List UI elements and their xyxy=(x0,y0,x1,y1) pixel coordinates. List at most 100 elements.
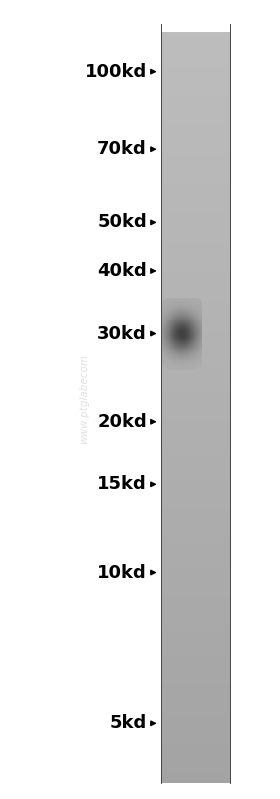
Bar xyxy=(179,334,180,335)
Bar xyxy=(183,367,184,368)
Bar xyxy=(167,364,168,365)
Bar xyxy=(192,335,193,336)
Bar xyxy=(178,331,179,332)
Bar xyxy=(168,334,169,335)
Bar xyxy=(167,319,168,320)
Bar xyxy=(180,352,181,353)
Bar xyxy=(199,317,200,319)
Bar xyxy=(181,342,182,343)
Bar xyxy=(161,487,230,488)
Bar xyxy=(172,321,173,322)
Bar xyxy=(185,322,186,323)
Bar xyxy=(163,352,164,353)
Bar xyxy=(182,354,183,355)
Bar xyxy=(175,331,176,332)
Bar xyxy=(176,366,177,367)
Bar xyxy=(161,77,230,79)
Bar xyxy=(166,339,167,340)
Bar xyxy=(177,362,178,364)
Bar xyxy=(161,502,230,503)
Bar xyxy=(197,336,198,337)
Bar xyxy=(163,348,164,349)
Bar xyxy=(166,366,167,367)
Bar xyxy=(188,335,189,336)
Bar xyxy=(178,336,179,337)
Bar xyxy=(186,352,187,353)
Bar xyxy=(163,316,164,317)
Bar xyxy=(193,304,194,306)
Bar xyxy=(178,313,179,314)
Bar xyxy=(190,306,191,307)
Bar xyxy=(195,313,196,314)
Bar xyxy=(175,314,176,315)
Bar xyxy=(180,334,181,335)
Bar xyxy=(193,320,194,321)
Bar xyxy=(192,340,193,341)
Bar xyxy=(161,762,230,764)
Bar xyxy=(200,350,201,352)
Bar xyxy=(189,345,190,346)
Bar xyxy=(164,310,165,312)
Bar xyxy=(163,354,164,355)
Bar xyxy=(174,356,175,358)
Bar xyxy=(165,320,166,321)
Bar xyxy=(176,315,177,316)
Bar xyxy=(177,342,178,343)
Bar xyxy=(188,363,189,364)
Bar xyxy=(194,333,195,334)
Bar xyxy=(193,308,194,309)
Bar xyxy=(186,311,187,312)
Bar xyxy=(171,341,172,342)
Bar xyxy=(192,347,193,348)
Bar xyxy=(175,323,176,324)
Bar xyxy=(167,336,168,337)
Bar xyxy=(200,332,201,333)
Bar xyxy=(184,337,185,339)
Bar xyxy=(193,353,194,354)
Bar xyxy=(161,733,230,734)
Bar xyxy=(176,299,177,300)
Bar xyxy=(186,322,187,323)
Bar xyxy=(161,295,230,296)
Bar xyxy=(180,343,181,344)
Bar xyxy=(169,365,170,366)
Bar xyxy=(169,323,170,324)
Bar xyxy=(201,336,202,338)
Bar xyxy=(174,336,175,338)
Bar xyxy=(199,341,200,342)
Bar xyxy=(161,237,230,238)
Bar xyxy=(161,547,230,548)
Bar xyxy=(167,346,168,347)
Bar xyxy=(181,328,182,329)
Bar xyxy=(200,301,201,302)
Bar xyxy=(193,333,194,334)
Bar xyxy=(187,309,188,311)
Bar xyxy=(188,304,189,305)
Bar xyxy=(185,316,186,318)
Bar xyxy=(161,242,230,244)
Bar xyxy=(191,323,192,324)
Bar xyxy=(191,369,192,371)
Bar xyxy=(171,359,172,360)
Bar xyxy=(184,300,185,301)
Bar xyxy=(173,327,174,328)
Bar xyxy=(177,350,178,352)
Bar xyxy=(199,340,200,341)
Bar xyxy=(192,341,193,342)
Bar xyxy=(177,365,178,366)
Bar xyxy=(163,356,164,357)
Bar xyxy=(182,346,183,347)
Bar xyxy=(187,362,188,364)
Bar xyxy=(161,697,230,698)
Bar xyxy=(169,350,170,352)
Bar xyxy=(177,328,178,329)
Bar xyxy=(191,317,192,319)
Bar xyxy=(173,319,174,320)
Bar xyxy=(174,323,175,324)
Bar xyxy=(200,359,201,360)
Bar xyxy=(193,354,194,355)
Bar xyxy=(162,327,163,328)
Bar xyxy=(192,336,193,338)
Bar xyxy=(181,336,182,337)
Bar xyxy=(165,347,166,348)
